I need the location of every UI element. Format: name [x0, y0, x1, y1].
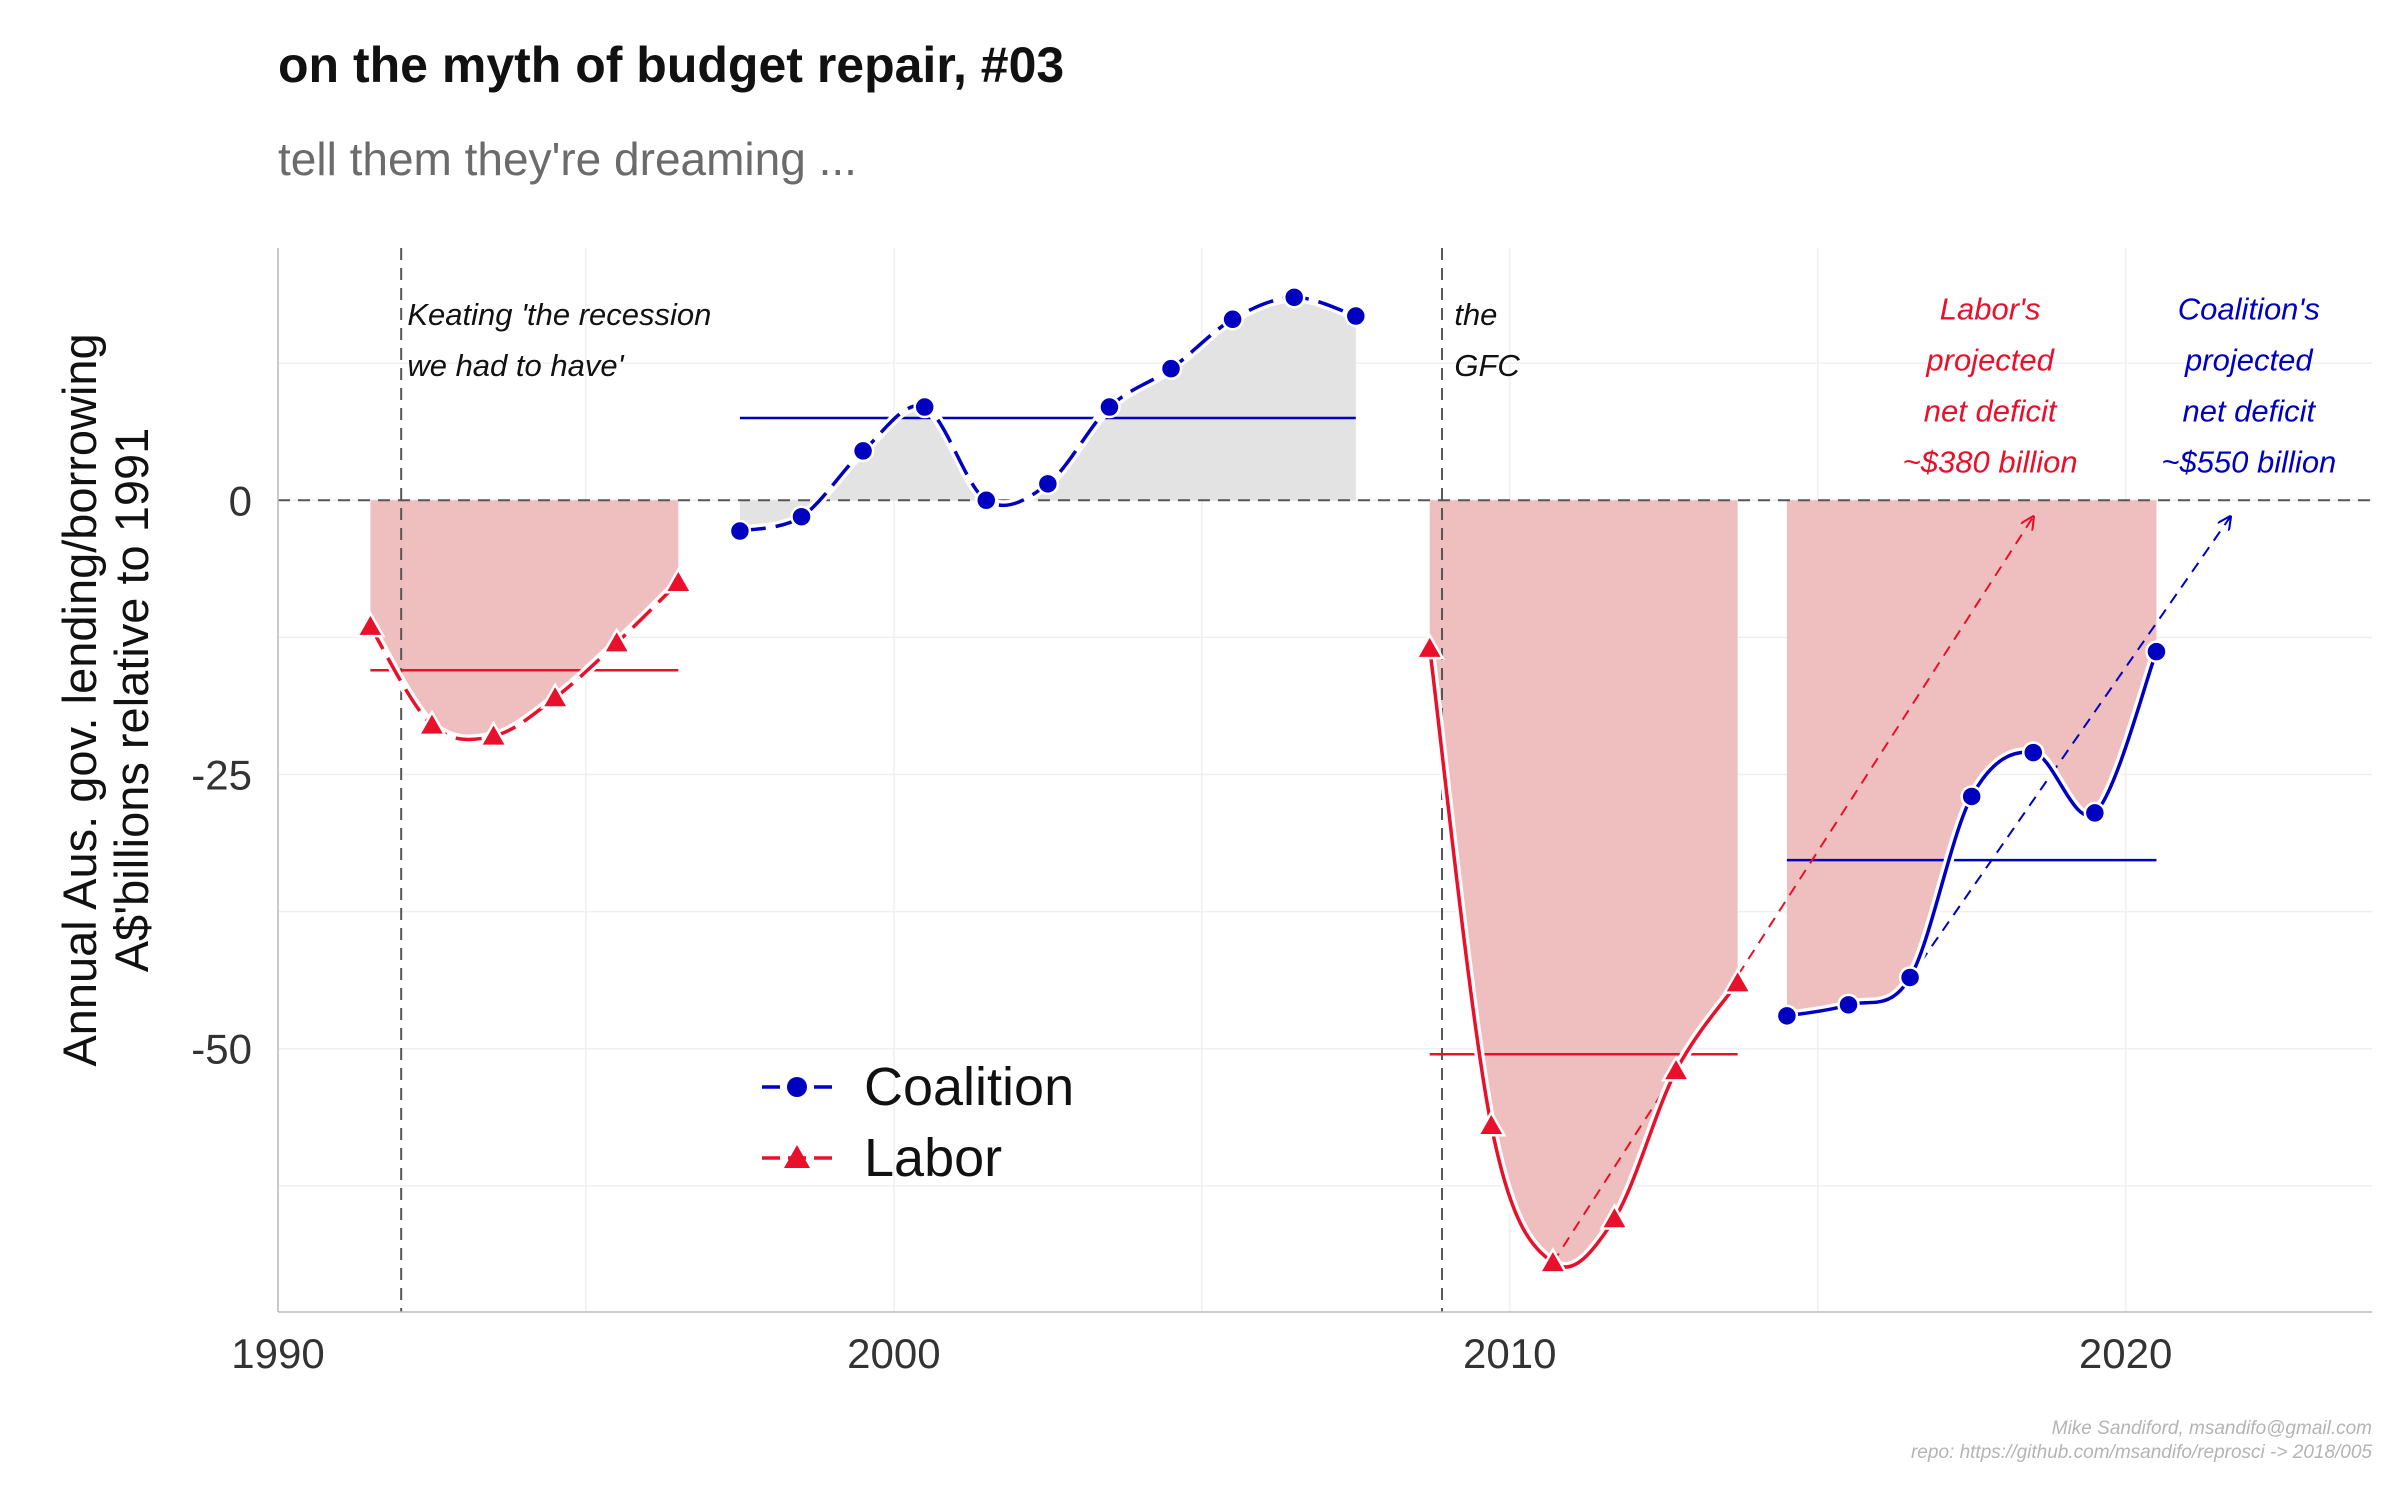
- data-point-coalition: [1036, 472, 1060, 496]
- annotation-line: ~$380 billion: [1903, 444, 2078, 479]
- annotation-line: Labor's: [1940, 291, 2041, 326]
- data-point-coalition: [1898, 966, 1922, 989]
- annotation-line: we had to have': [407, 348, 624, 383]
- series-line-coalition: [1786, 651, 2159, 1018]
- y-axis-title-line: Annual Aus. gov. lending/borrowing: [53, 333, 106, 1066]
- y-tick-label: -50: [191, 1026, 252, 1073]
- legend-label-labor: Labor: [864, 1128, 1002, 1188]
- data-point-coalition: [1775, 1004, 1799, 1028]
- data-point-labor: [1476, 1110, 1507, 1137]
- area-fill: [739, 297, 1356, 532]
- data-point-coalition: [913, 395, 936, 419]
- y-axis-title-line: A$'billions relative to 1991: [105, 428, 158, 973]
- data-point-coalition: [975, 489, 998, 512]
- x-tick-label: 1990: [231, 1330, 324, 1377]
- legend-label-coalition: Coalition: [864, 1057, 1074, 1117]
- data-point-coalition: [1221, 308, 1244, 331]
- data-point-labor: [601, 627, 632, 654]
- annotation-line: projected: [2184, 342, 2314, 377]
- annotation-line: GFC: [1454, 348, 1520, 383]
- data-point-coalition: [1282, 286, 1306, 309]
- annotation: Keating 'the recession we had to have': [407, 297, 711, 383]
- data-point-labor: [416, 709, 448, 737]
- x-tick-label: 2000: [847, 1330, 940, 1377]
- series-line-labor: [368, 581, 680, 742]
- chart-title: on the myth of budget repair, #03: [278, 37, 1065, 93]
- data-point-labor: [1599, 1203, 1630, 1230]
- projection-arrow-labor: [1552, 517, 2033, 1264]
- data-point-labor: [1660, 1055, 1692, 1082]
- data-point-coalition: [2022, 741, 2045, 764]
- x-tick-label: 2010: [1463, 1330, 1556, 1377]
- legend-marker-coalition: [787, 1077, 807, 1097]
- data-point-labor: [478, 720, 509, 748]
- data-point-labor: [539, 682, 571, 709]
- annotation-line: projected: [1925, 342, 2055, 377]
- annotation: Coalition's projected net deficit ~$550 bil…: [2161, 291, 2336, 479]
- data-point-coalition: [1837, 993, 1860, 1017]
- data-point-coalition: [1344, 304, 1368, 328]
- annotation-line: the: [1454, 297, 1497, 332]
- y-tick-label: 0: [229, 477, 252, 524]
- data-point-coalition: [1159, 357, 1183, 380]
- y-axis-title: Annual Aus. gov. lending/borrowingA$'bil…: [53, 333, 158, 1066]
- data-point-coalition: [790, 505, 813, 528]
- area-fill: [1786, 500, 2157, 1016]
- data-point-coalition: [1098, 395, 1121, 419]
- legend-marker-labor: [784, 1145, 810, 1168]
- data-point-coalition: [851, 439, 875, 463]
- annotation-line: Keating 'the recession: [407, 297, 711, 332]
- area-fill: [370, 500, 679, 740]
- data-point-labor: [355, 610, 386, 638]
- annotation-line: net deficit: [1924, 393, 2058, 428]
- data-point-coalition: [2083, 801, 2107, 825]
- annotation-line: Coalition's: [2178, 291, 2320, 326]
- data-point-labor: [1537, 1247, 1569, 1274]
- annotation: Labor's projected net deficit ~$380 billion: [1903, 291, 2078, 479]
- credit-author: Mike Sandiford, msandifo@gmail.com: [2051, 1418, 2372, 1439]
- annotation: the GFC: [1454, 297, 1520, 383]
- data-point-labor: [1414, 632, 1445, 660]
- y-tick-label: -25: [191, 752, 252, 799]
- data-point-coalition: [1960, 785, 1983, 808]
- data-point-coalition: [2145, 640, 2168, 663]
- x-tick-label: 2020: [2079, 1330, 2172, 1377]
- data-point-coalition: [728, 519, 752, 543]
- data-point-labor: [1722, 967, 1753, 994]
- credit-repo: repo: https://github.com/msandifo/repros…: [1910, 1442, 2372, 1463]
- annotation-line: net deficit: [2182, 393, 2316, 428]
- area-fill: [1429, 500, 1738, 1268]
- data-point-labor: [663, 567, 694, 594]
- annotation-line: ~$550 billion: [2161, 444, 2336, 479]
- chart-subtitle: tell them they're dreaming ...: [278, 133, 857, 185]
